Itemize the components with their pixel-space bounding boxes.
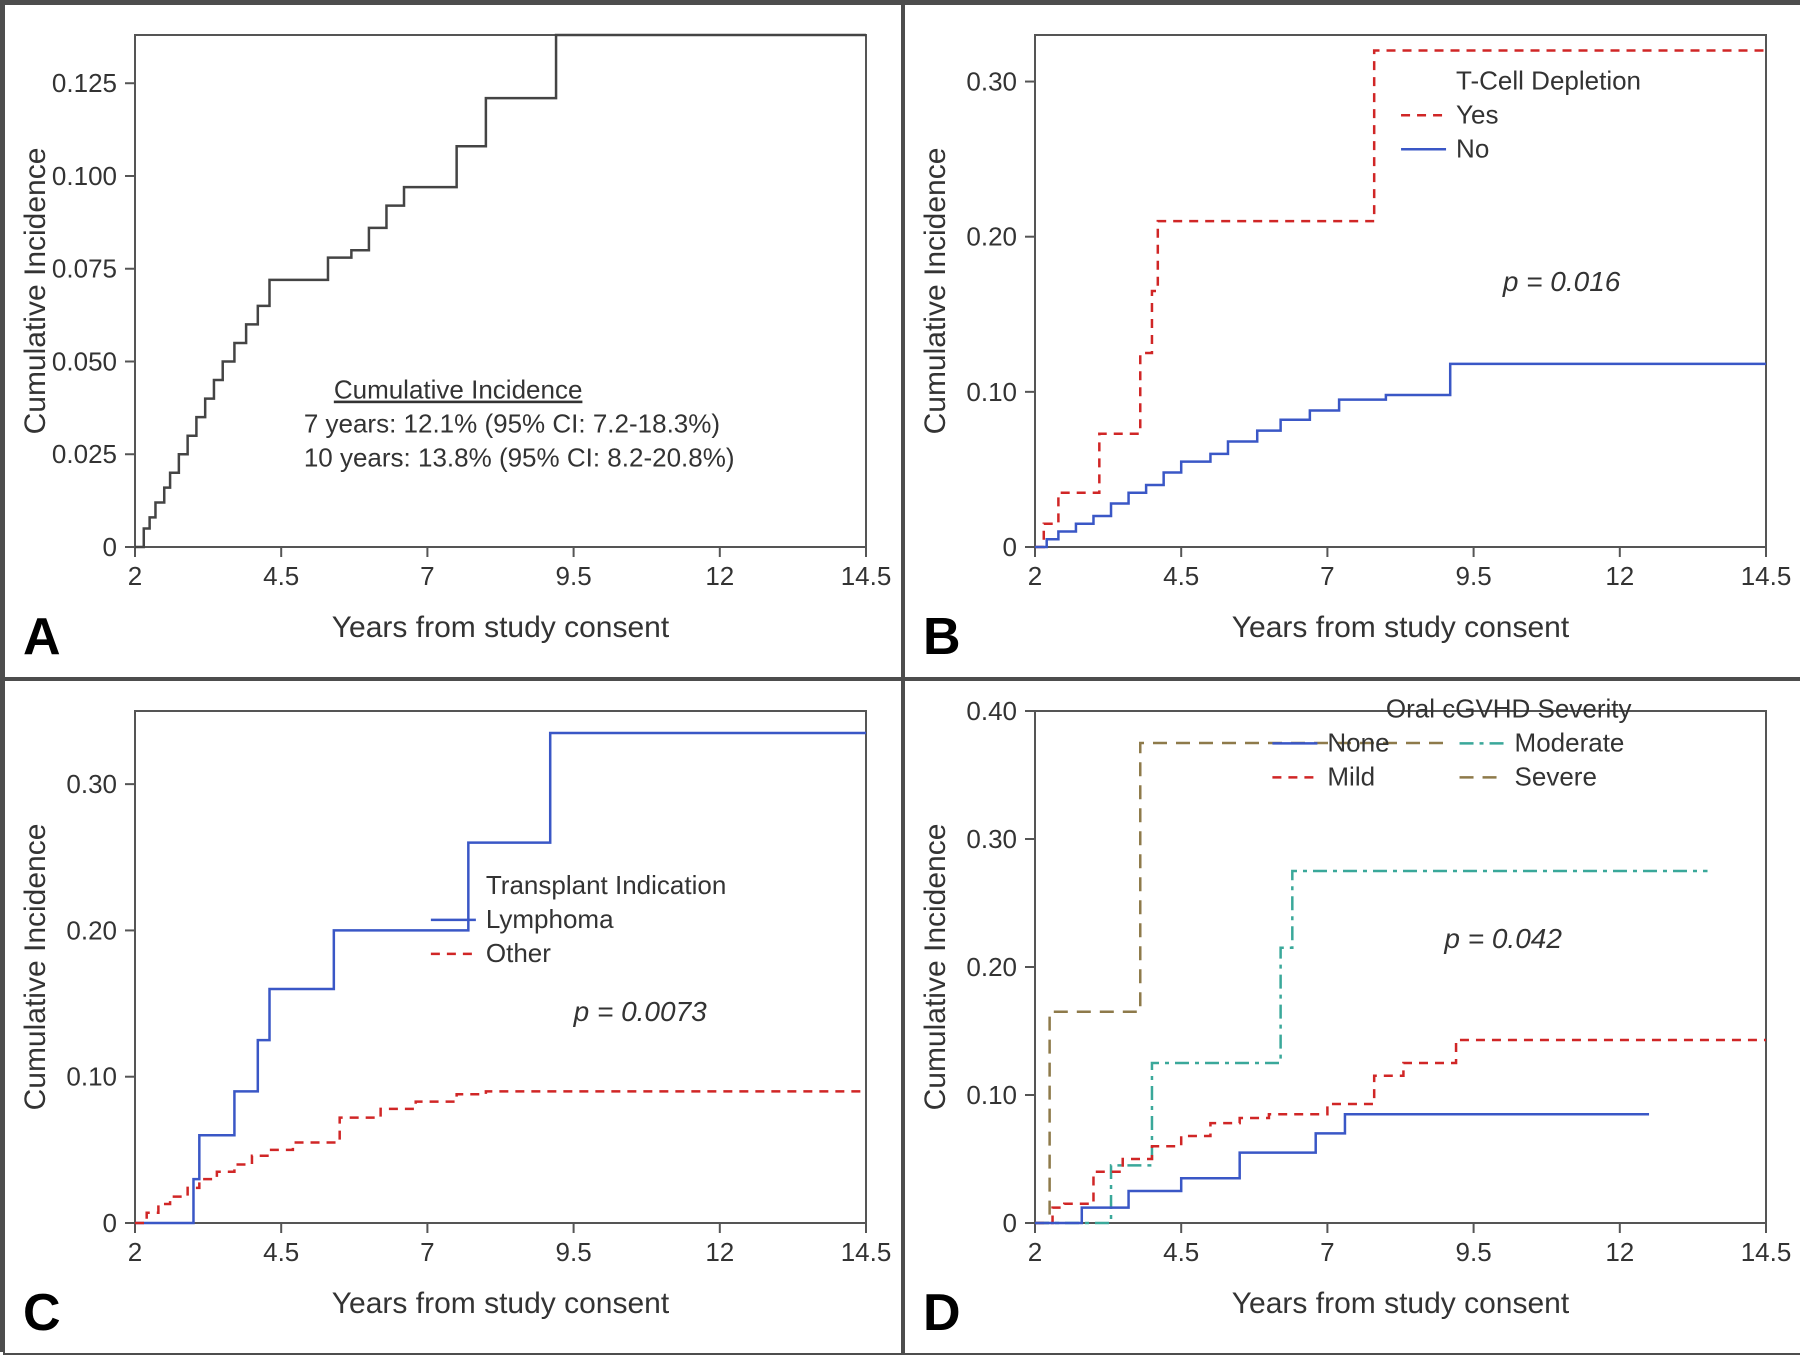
svg-text:Oral cGVHD Severity: Oral cGVHD Severity bbox=[1386, 693, 1632, 723]
panel-B: 2 4.5 7 9.5 12 14.5 0 0.10 0.20 0.30 Years from st… bbox=[903, 3, 1800, 679]
svg-text:14.5: 14.5 bbox=[841, 561, 892, 591]
svg-text:Years from study consent: Years from study consent bbox=[332, 611, 670, 644]
svg-text:Transplant Indication: Transplant Indication bbox=[486, 870, 726, 900]
figure-grid: 24.579.51214.500.0250.0500.0750.1000.125… bbox=[0, 0, 1800, 1352]
svg-text:0.40: 0.40 bbox=[966, 696, 1017, 726]
svg-text:0.10: 0.10 bbox=[66, 1062, 117, 1092]
panel-A: 2 4.5 7 9.5 12 14.5 0 0.025 0.050 0.075 0.100 0.125… bbox=[3, 3, 903, 679]
svg-text:Cumulative Incidence: Cumulative Incidence bbox=[19, 824, 52, 1111]
svg-text:9.5: 9.5 bbox=[1456, 1237, 1492, 1267]
panel-C-svg: 2 4.5 7 9.5 12 14.5 0 0.10 0.20 0.30 Years from st… bbox=[5, 681, 901, 1353]
svg-text:No: No bbox=[1456, 133, 1489, 163]
svg-text:9.5: 9.5 bbox=[1456, 561, 1492, 591]
svg-text:Cumulative Incidence: Cumulative Incidence bbox=[919, 824, 952, 1111]
svg-text:4.5: 4.5 bbox=[263, 561, 299, 591]
svg-text:14.5: 14.5 bbox=[1741, 561, 1792, 591]
svg-text:7: 7 bbox=[1320, 1237, 1334, 1267]
svg-text:0.10: 0.10 bbox=[966, 1080, 1017, 1110]
svg-text:0: 0 bbox=[1003, 532, 1017, 562]
svg-text:2: 2 bbox=[1028, 561, 1042, 591]
svg-text:7: 7 bbox=[420, 1237, 434, 1267]
svg-text:p = 0.042: p = 0.042 bbox=[1443, 923, 1562, 954]
svg-text:12: 12 bbox=[705, 561, 734, 591]
panel-D-svg: 2 4.5 7 9.5 12 14.5 0 0.10 0.20 0.30 0.40 Years fro… bbox=[905, 681, 1800, 1353]
panel-D: 2 4.5 7 9.5 12 14.5 0 0.10 0.20 0.30 0.40 Years fro… bbox=[903, 679, 1800, 1355]
svg-text:4.5: 4.5 bbox=[263, 1237, 299, 1267]
svg-text:0.20: 0.20 bbox=[966, 952, 1017, 982]
svg-text:Cumulative Incidence: Cumulative Incidence bbox=[334, 375, 583, 405]
svg-text:4.5: 4.5 bbox=[1163, 561, 1199, 591]
svg-text:10 years: 13.8% (95% CI: 8.2-2: 10 years: 13.8% (95% CI: 8.2-20.8%) bbox=[304, 443, 735, 473]
svg-text:0.075: 0.075 bbox=[52, 254, 117, 284]
panel-C-letter: C bbox=[23, 1283, 61, 1343]
svg-text:12: 12 bbox=[705, 1237, 734, 1267]
svg-text:0.30: 0.30 bbox=[966, 67, 1017, 97]
svg-text:0.10: 0.10 bbox=[966, 377, 1017, 407]
svg-text:0: 0 bbox=[103, 532, 117, 562]
svg-text:14.5: 14.5 bbox=[1741, 1237, 1792, 1267]
svg-text:0: 0 bbox=[103, 1208, 117, 1238]
svg-text:14.5: 14.5 bbox=[841, 1237, 892, 1267]
svg-text:0.100: 0.100 bbox=[52, 161, 117, 191]
svg-text:4.5: 4.5 bbox=[1163, 1237, 1199, 1267]
svg-text:Cumulative Incidence: Cumulative Incidence bbox=[919, 148, 952, 435]
panel-B-svg: 2 4.5 7 9.5 12 14.5 0 0.10 0.20 0.30 Years from st… bbox=[905, 5, 1800, 677]
svg-text:2: 2 bbox=[1028, 1237, 1042, 1267]
svg-text:T-Cell Depletion: T-Cell Depletion bbox=[1456, 65, 1641, 95]
panel-D-letter: D bbox=[923, 1283, 961, 1343]
svg-text:0.125: 0.125 bbox=[52, 68, 117, 98]
svg-text:2: 2 bbox=[128, 1237, 142, 1267]
svg-text:Years from study consent: Years from study consent bbox=[332, 1287, 670, 1320]
panel-A-letter: A bbox=[23, 607, 61, 667]
svg-text:7 years: 12.1% (95% CI: 7.2-18: 7 years: 12.1% (95% CI: 7.2-18.3%) bbox=[304, 409, 720, 439]
svg-text:Severe: Severe bbox=[1515, 761, 1597, 791]
svg-text:2: 2 bbox=[128, 561, 142, 591]
panel-C: 2 4.5 7 9.5 12 14.5 0 0.10 0.20 0.30 Years from st… bbox=[3, 679, 903, 1355]
svg-text:Cumulative Incidence: Cumulative Incidence bbox=[19, 148, 52, 435]
svg-text:Other: Other bbox=[486, 938, 551, 968]
panel-B-letter: B bbox=[923, 607, 961, 667]
svg-text:Yes: Yes bbox=[1456, 99, 1498, 129]
svg-text:12: 12 bbox=[1605, 561, 1634, 591]
svg-text:0.20: 0.20 bbox=[66, 915, 117, 945]
svg-text:0.30: 0.30 bbox=[66, 769, 117, 799]
svg-text:Moderate: Moderate bbox=[1515, 727, 1625, 757]
svg-text:12: 12 bbox=[1605, 1237, 1634, 1267]
svg-text:None: None bbox=[1327, 727, 1389, 757]
svg-text:0.20: 0.20 bbox=[966, 222, 1017, 252]
svg-text:p = 0.0073: p = 0.0073 bbox=[573, 996, 708, 1027]
svg-text:9.5: 9.5 bbox=[556, 561, 592, 591]
svg-text:9.5: 9.5 bbox=[556, 1237, 592, 1267]
svg-text:Years from study consent: Years from study consent bbox=[1232, 1287, 1570, 1320]
svg-text:0.025: 0.025 bbox=[52, 439, 117, 469]
svg-text:7: 7 bbox=[420, 561, 434, 591]
svg-text:Lymphoma: Lymphoma bbox=[486, 904, 614, 934]
svg-text:p = 0.016: p = 0.016 bbox=[1502, 266, 1621, 297]
svg-text:0.050: 0.050 bbox=[52, 346, 117, 376]
svg-text:Mild: Mild bbox=[1327, 761, 1375, 791]
svg-text:0.30: 0.30 bbox=[966, 824, 1017, 854]
svg-text:0: 0 bbox=[1003, 1208, 1017, 1238]
svg-text:Years from study consent: Years from study consent bbox=[1232, 611, 1570, 644]
svg-text:7: 7 bbox=[1320, 561, 1334, 591]
panel-A-svg: 2 4.5 7 9.5 12 14.5 0 0.025 0.050 0.075 0.100 0.125… bbox=[5, 5, 901, 677]
